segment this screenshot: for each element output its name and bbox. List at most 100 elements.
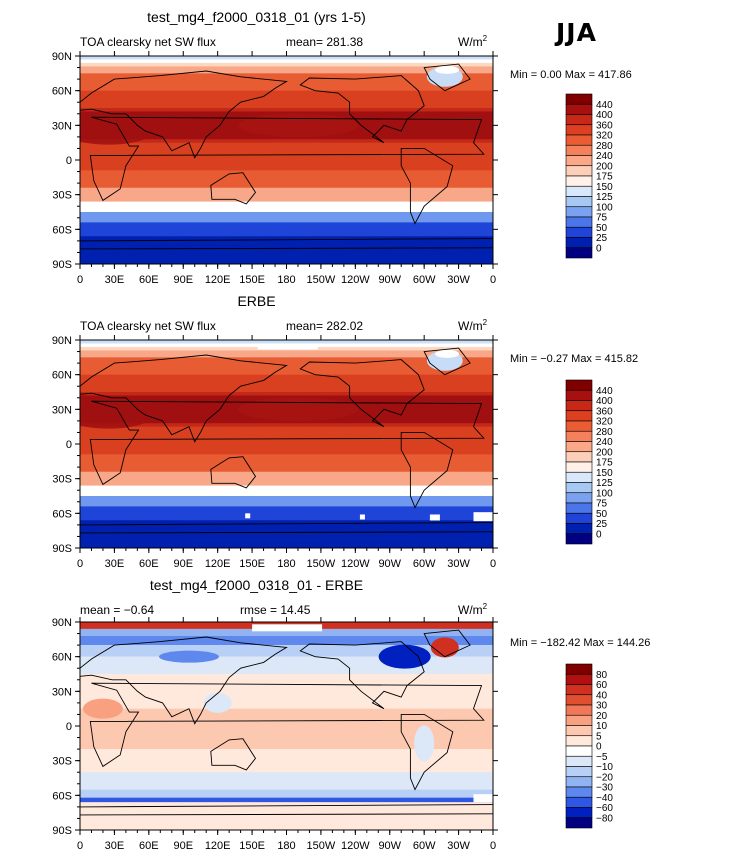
band	[80, 212, 493, 217]
x-tick-label: 90W	[378, 274, 401, 286]
panel-subtitle: mean = −0.64	[80, 603, 154, 617]
colorbar-label: 440	[596, 100, 613, 111]
band	[80, 520, 493, 525]
colorbar-label: 175	[596, 172, 613, 183]
y-tick-label: 0	[66, 439, 72, 451]
x-tick-label: 30E	[105, 558, 125, 570]
band	[80, 628, 493, 636]
colorbar-label: 75	[596, 499, 608, 510]
colorbar-box	[565, 714, 593, 726]
band	[80, 198, 493, 203]
y-tick-label: 90S	[52, 825, 72, 837]
missing-patch	[473, 512, 493, 522]
band	[80, 166, 493, 171]
band	[80, 239, 493, 244]
min-max-label: Min = −182.42 Max = 144.26	[510, 637, 650, 649]
band	[80, 225, 493, 230]
greenland-ice	[435, 65, 460, 74]
band	[80, 789, 493, 798]
colorbar-box	[565, 766, 593, 778]
band	[80, 426, 493, 431]
colorbar-box	[565, 533, 593, 545]
diff-blob	[378, 644, 431, 669]
y-tick-label: 0	[66, 155, 72, 167]
x-tick-label: 30W	[447, 274, 470, 286]
band	[80, 191, 493, 196]
x-tick-label: 180	[277, 840, 295, 852]
missing-patch	[257, 343, 318, 350]
coastline	[80, 70, 288, 159]
antarctic-coast	[80, 804, 493, 808]
y-tick-label: 90N	[52, 335, 72, 347]
panel-rmse: rmse = 14.45	[240, 603, 311, 617]
x-tick-label: 90W	[378, 840, 401, 852]
antarctic-shelf	[80, 247, 493, 250]
x-tick-label: 150E	[239, 840, 265, 852]
coastline	[89, 400, 485, 486]
x-tick-label: 90E	[173, 558, 193, 570]
colorbar-label: 50	[596, 223, 608, 234]
x-tick-label: 150E	[239, 558, 265, 570]
colorbar-box	[565, 807, 593, 819]
colorbar-label: 360	[596, 406, 613, 417]
colorbar-box	[565, 796, 593, 808]
colorbar-box	[565, 247, 593, 259]
colorbar-label: 360	[596, 120, 613, 131]
band	[80, 544, 493, 548]
band	[80, 156, 493, 161]
band	[80, 149, 493, 154]
colorbar-box	[565, 226, 593, 238]
band	[80, 471, 493, 476]
x-tick-label: 150E	[239, 274, 265, 286]
y-tick-label: 60N	[52, 370, 72, 382]
colorbar-label: 125	[596, 192, 613, 203]
x-tick-label: 60W	[413, 840, 436, 852]
colorbar-label: 5	[596, 731, 602, 742]
band	[80, 489, 493, 494]
band	[80, 170, 493, 175]
band	[80, 229, 493, 234]
band	[80, 218, 493, 223]
colorbar-box	[565, 461, 593, 473]
band	[80, 656, 493, 674]
band	[80, 205, 493, 210]
colorbar-box	[565, 684, 593, 696]
coastline	[210, 456, 257, 489]
band	[80, 513, 493, 518]
colorbar-label: 320	[596, 131, 613, 142]
colorbar-label: 80	[596, 670, 608, 681]
coastline	[89, 116, 485, 202]
colorbar-box	[565, 786, 593, 798]
band	[80, 243, 493, 248]
colorbar-box	[565, 379, 593, 391]
coastlines	[80, 629, 493, 816]
colorbar-label: 150	[596, 182, 613, 193]
band	[80, 674, 493, 709]
band	[80, 194, 493, 199]
band	[80, 62, 493, 67]
band	[80, 371, 493, 376]
ocean-blob	[237, 113, 358, 138]
x-tick-label: 120E	[205, 840, 231, 852]
coastline	[299, 75, 425, 144]
band	[80, 83, 493, 88]
panel-units: W/m2	[458, 318, 488, 333]
coastline	[80, 354, 288, 443]
x-tick-label: 0	[77, 840, 83, 852]
x-tick-label: 30W	[447, 558, 470, 570]
x-tick-label: 90E	[173, 274, 193, 286]
coastline	[423, 629, 471, 658]
coastline	[80, 636, 288, 725]
y-tick-label: 60S	[52, 224, 72, 236]
x-tick-label: 0	[77, 558, 83, 570]
band	[80, 360, 493, 365]
colorbar-label: 400	[596, 110, 613, 121]
x-tick-label: 120W	[341, 558, 370, 570]
coastline	[210, 172, 257, 205]
band	[80, 433, 493, 438]
y-tick-label: 60S	[52, 508, 72, 520]
band	[80, 357, 493, 362]
colorbar-box	[565, 165, 593, 177]
